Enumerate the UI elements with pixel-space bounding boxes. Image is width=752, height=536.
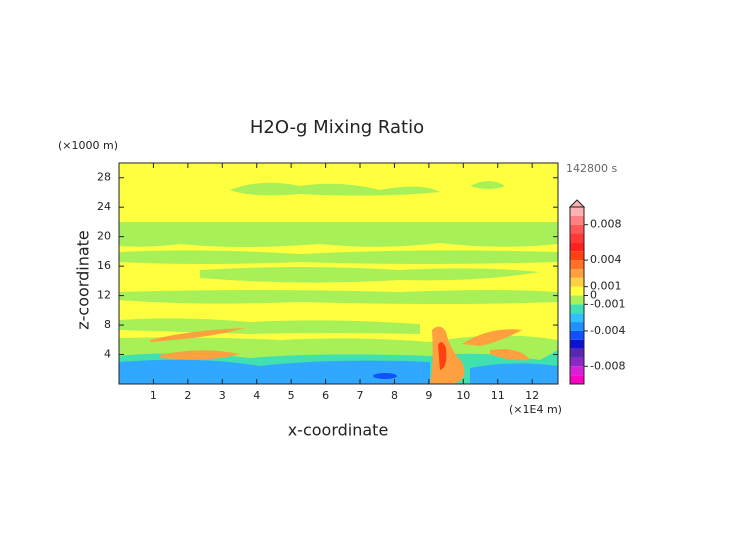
red-region (438, 342, 447, 370)
x-tick-label: 9 (425, 389, 432, 402)
colorbar-band (570, 268, 584, 278)
colorbar-band (570, 260, 584, 269)
colorbar-band (570, 330, 584, 340)
colorbar-band (570, 224, 584, 234)
time-label: 142800 s (566, 162, 617, 175)
colorbar-tick-label: -0.004 (590, 324, 625, 337)
colorbar-tick-label: 0.004 (590, 253, 622, 266)
x-tick-label: 5 (288, 389, 295, 402)
x-tick-label: 2 (184, 389, 191, 402)
colorbar-band (570, 215, 584, 225)
colorbar-band (570, 242, 584, 252)
colorbar-band (570, 286, 584, 296)
colorbar-band (570, 277, 584, 287)
colorbar-band (570, 207, 584, 216)
x-tick-label: 12 (525, 389, 539, 402)
y-unit: (×1000 m) (58, 139, 118, 152)
y-tick-label: 12 (97, 289, 111, 302)
x-tick-label: 10 (456, 389, 470, 402)
y-tick-label: 20 (97, 230, 111, 243)
colorbar-band (570, 322, 584, 331)
colorbar-band (570, 304, 584, 314)
colorbar-band (570, 313, 584, 323)
colorbar-band (570, 348, 584, 358)
colorbar-band (570, 251, 584, 261)
colorbar-tick-label: -0.008 (590, 359, 625, 372)
colorbar-band (570, 375, 584, 384)
orange-regions (150, 326, 530, 384)
contour-field (119, 163, 558, 384)
y-tick-label: 16 (97, 259, 111, 272)
x-tick-label: 4 (253, 389, 260, 402)
x-tick-label: 3 (219, 389, 226, 402)
colorbar-tick-label: 0.001 (590, 280, 622, 293)
blue-region (119, 359, 558, 384)
y-tick-label: 28 (97, 171, 111, 184)
plot-frame (118, 162, 559, 385)
x-tick-label: 7 (357, 389, 364, 402)
y-tick-label: 24 (97, 200, 111, 213)
colorbar-band (570, 233, 584, 243)
x-tick-label: 8 (391, 389, 398, 402)
y-axis-label: z-coordinate (74, 230, 93, 330)
x-axis-label: x-coordinate (288, 421, 389, 440)
colorbar-tick-label: 0.008 (590, 218, 622, 231)
colorbar-band (570, 357, 584, 367)
y-tick-label: 8 (104, 318, 111, 331)
x-tick-label: 11 (491, 389, 505, 402)
x-tick-label: 6 (322, 389, 329, 402)
colorbar-band (570, 366, 584, 376)
colorbar-tick-label: 0 (590, 289, 597, 302)
colorbar-band (570, 339, 584, 349)
x-tick-label: 1 (150, 389, 157, 402)
colorbar-extension (568, 199, 586, 208)
chart-title: H2O-g Mixing Ratio (250, 117, 424, 138)
x-unit: (×1E4 m) (509, 403, 562, 416)
y-tick-label: 4 (104, 348, 111, 361)
colorbar-tick-label: -0.001 (590, 297, 625, 310)
dark-blue-region (373, 373, 397, 379)
colorbar-band (570, 295, 584, 305)
